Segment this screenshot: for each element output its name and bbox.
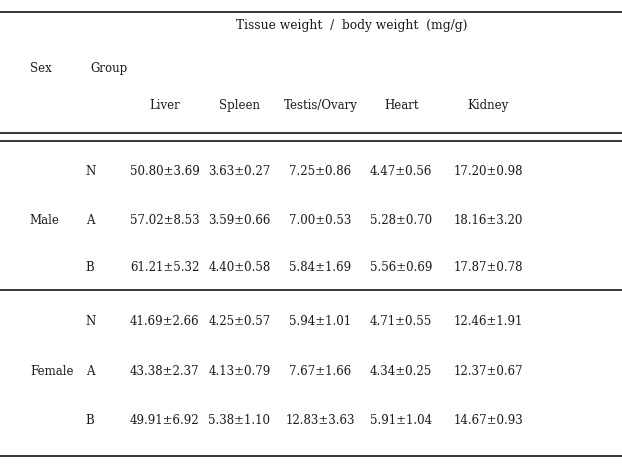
Text: 18.16±3.20: 18.16±3.20 [453,214,523,227]
Text: 5.84±1.69: 5.84±1.69 [289,261,351,274]
Text: 17.20±0.98: 17.20±0.98 [453,165,523,178]
Text: 4.40±0.58: 4.40±0.58 [208,261,271,274]
Text: 12.46±1.91: 12.46±1.91 [453,315,523,329]
Text: A: A [86,365,95,378]
Text: 3.59±0.66: 3.59±0.66 [208,214,271,227]
Text: 12.37±0.67: 12.37±0.67 [453,365,523,378]
Text: Male: Male [30,214,60,227]
Text: A: A [86,214,95,227]
Text: 14.67±0.93: 14.67±0.93 [453,414,523,427]
Text: Kidney: Kidney [468,99,509,112]
Text: 7.67±1.66: 7.67±1.66 [289,365,351,378]
Text: 5.38±1.10: 5.38±1.10 [208,414,271,427]
Text: 4.25±0.57: 4.25±0.57 [208,315,271,329]
Text: 4.71±0.55: 4.71±0.55 [370,315,432,329]
Text: 4.13±0.79: 4.13±0.79 [208,365,271,378]
Text: 5.28±0.70: 5.28±0.70 [370,214,432,227]
Text: 4.34±0.25: 4.34±0.25 [370,365,432,378]
Text: 50.80±3.69: 50.80±3.69 [130,165,200,178]
Text: N: N [85,165,95,178]
Text: Group: Group [90,62,128,75]
Text: 43.38±2.37: 43.38±2.37 [130,365,200,378]
Text: 49.91±6.92: 49.91±6.92 [130,414,200,427]
Text: 12.83±3.63: 12.83±3.63 [285,414,355,427]
Text: B: B [86,261,95,274]
Text: B: B [86,414,95,427]
Text: Tissue weight  /  body weight  (mg/g): Tissue weight / body weight (mg/g) [236,19,467,32]
Text: 7.00±0.53: 7.00±0.53 [289,214,351,227]
Text: Liver: Liver [149,99,180,112]
Text: 3.63±0.27: 3.63±0.27 [208,165,271,178]
Text: 5.56±0.69: 5.56±0.69 [370,261,432,274]
Text: 4.47±0.56: 4.47±0.56 [370,165,432,178]
Text: Testis/Ovary: Testis/Ovary [284,99,357,112]
Text: 61.21±5.32: 61.21±5.32 [130,261,200,274]
Text: 7.25±0.86: 7.25±0.86 [289,165,351,178]
Text: 5.91±1.04: 5.91±1.04 [370,414,432,427]
Text: Female: Female [30,365,73,378]
Text: 57.02±8.53: 57.02±8.53 [130,214,200,227]
Text: Sex: Sex [30,62,52,75]
Text: Heart: Heart [384,99,419,112]
Text: 5.94±1.01: 5.94±1.01 [289,315,351,329]
Text: 41.69±2.66: 41.69±2.66 [130,315,200,329]
Text: 17.87±0.78: 17.87±0.78 [453,261,523,274]
Text: N: N [85,315,95,329]
Text: Spleen: Spleen [219,99,260,112]
